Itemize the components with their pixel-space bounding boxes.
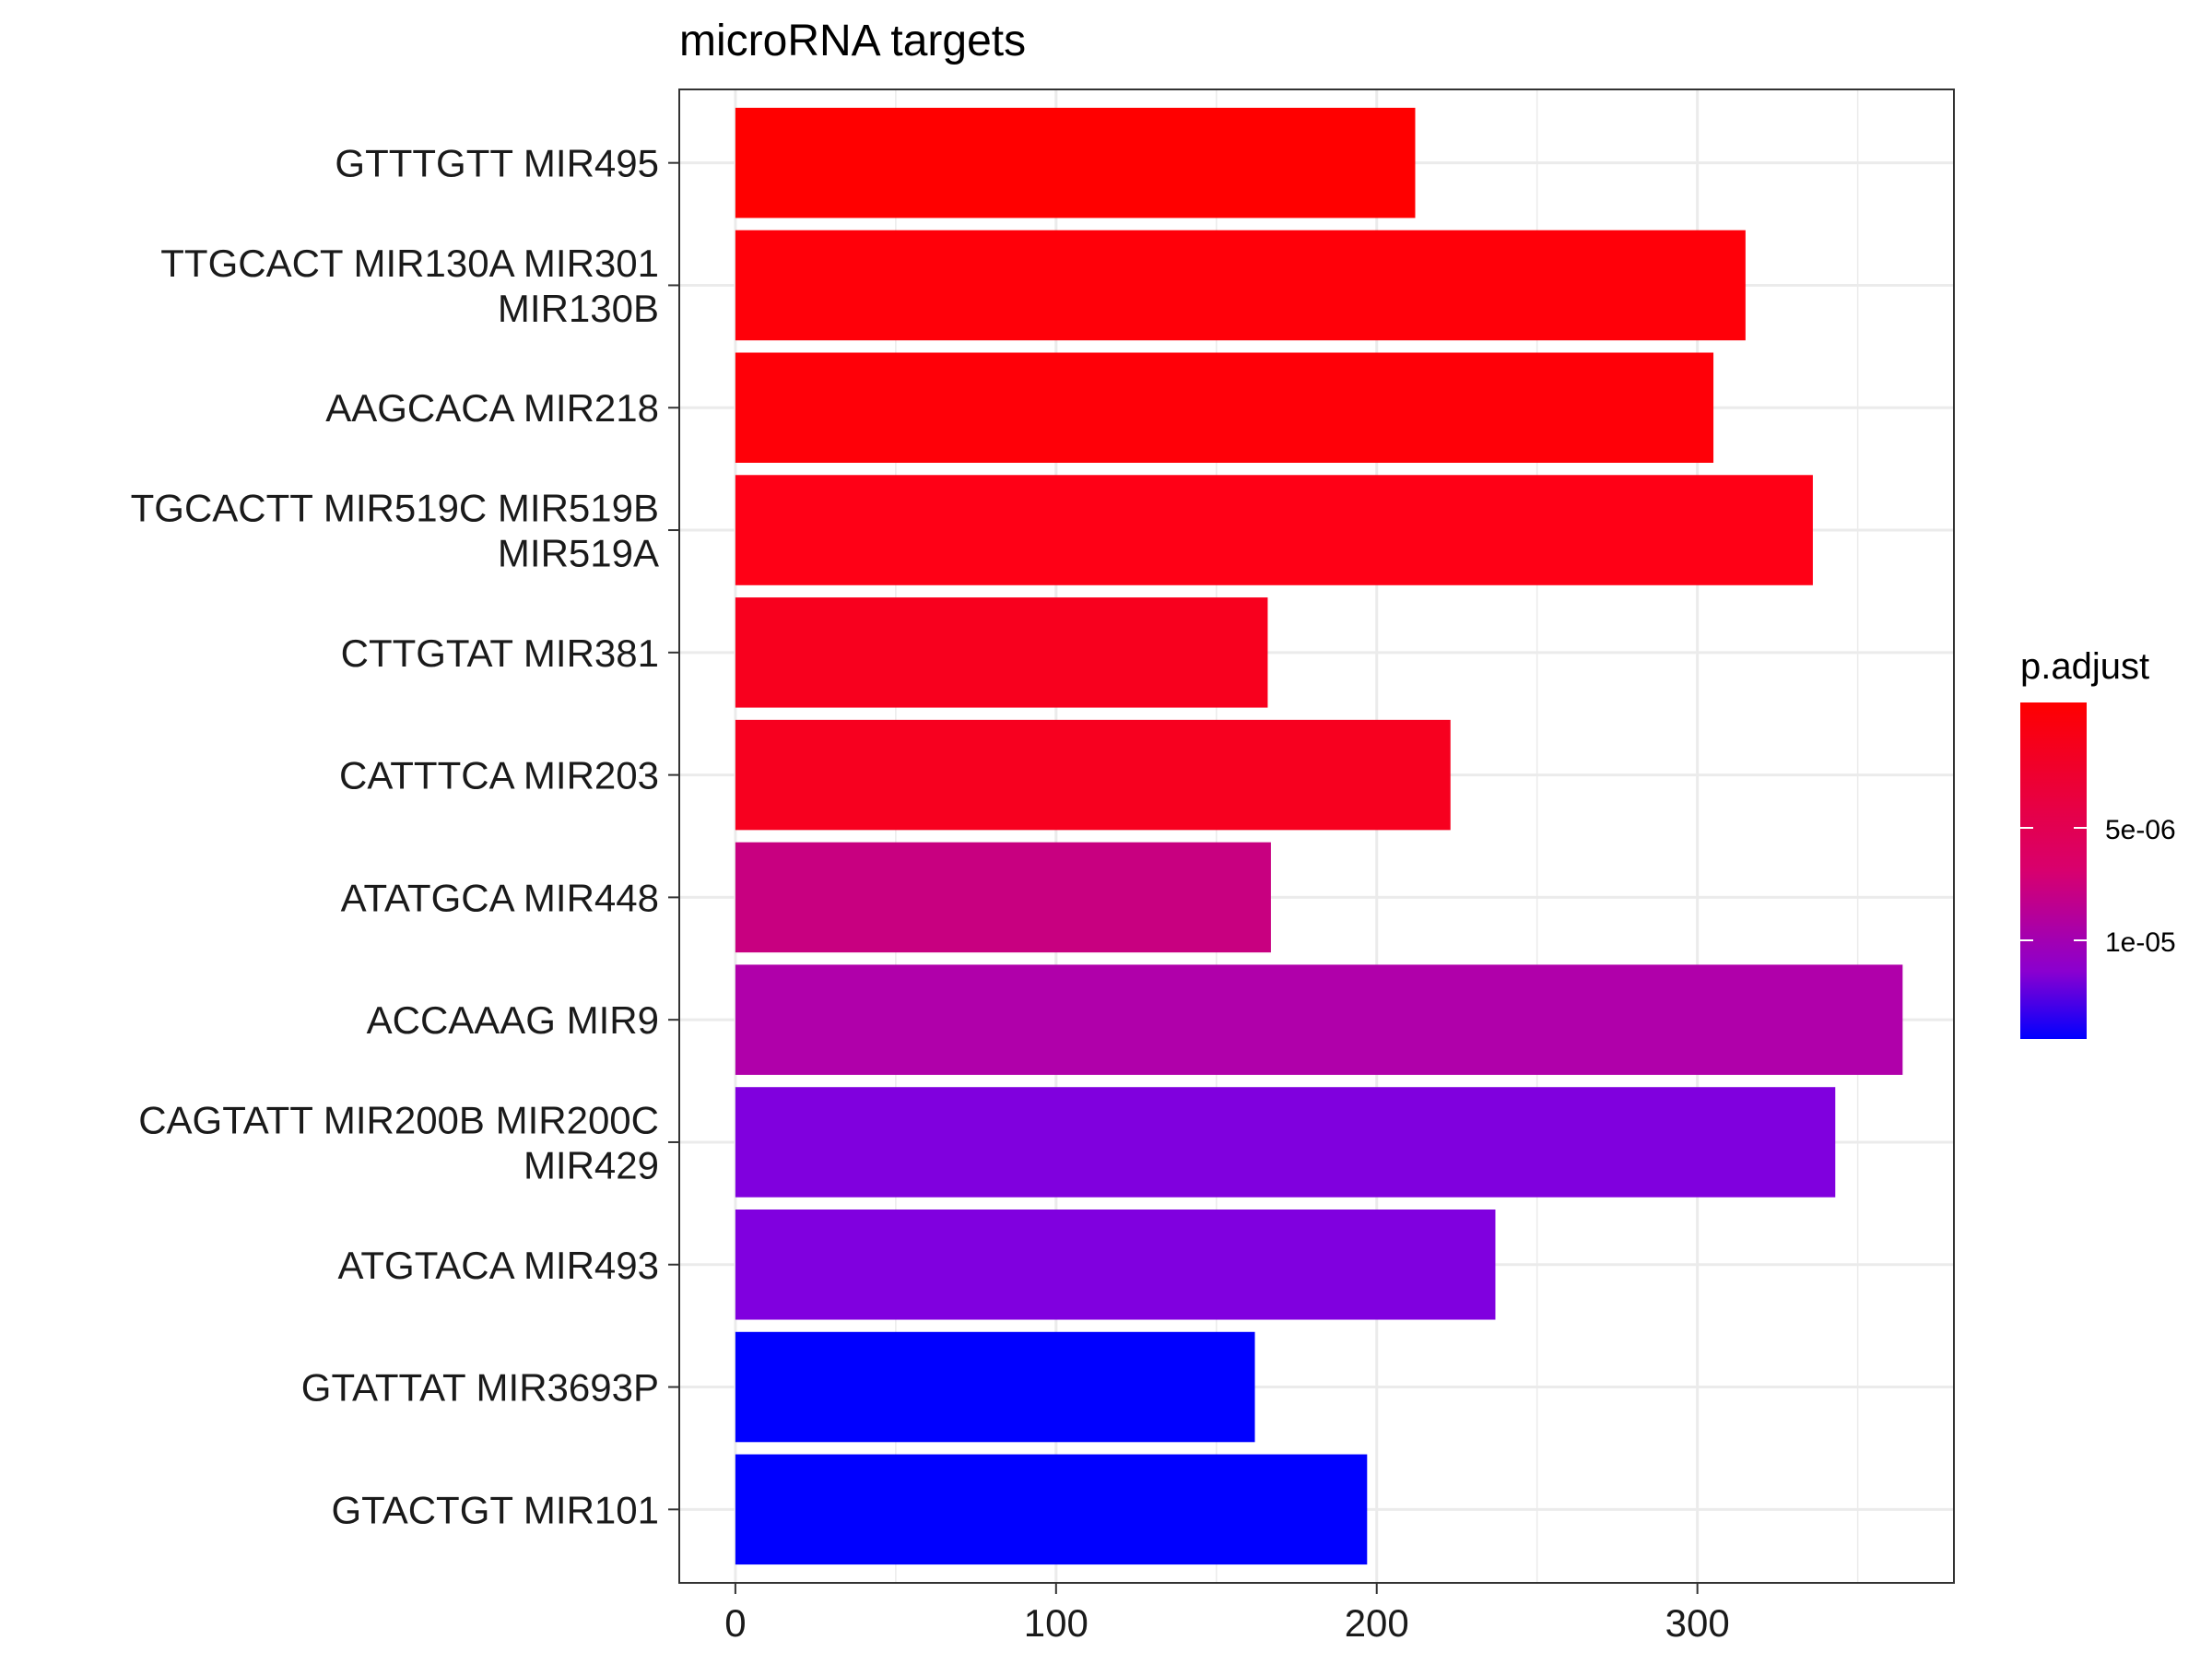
y-tick-label: MIR429	[524, 1143, 659, 1186]
y-tick-label: TTGCACT MIR130A MIR301	[160, 242, 659, 285]
x-tick-label: 0	[724, 1601, 746, 1645]
y-tick-label: ATATGCA MIR448	[341, 876, 659, 919]
y-tick-label: ATGTACA MIR493	[337, 1244, 659, 1287]
y-tick-label: CTTGTAT MIR381	[341, 631, 659, 675]
y-tick-label: GTTTGTT MIR495	[335, 142, 659, 185]
y-tick-label: AAGCACA MIR218	[325, 386, 659, 430]
x-tick-label: 200	[1345, 1601, 1409, 1645]
y-tick-label: ACCAAAG MIR9	[367, 998, 659, 1042]
bar	[735, 1087, 1836, 1198]
bar	[735, 107, 1416, 218]
bar	[735, 1454, 1368, 1565]
bar	[735, 475, 1813, 585]
x-axis: 0 100 200 300	[724, 1583, 1730, 1645]
legend-title: p.adjust	[2020, 646, 2149, 687]
legend-label: 1e-05	[2105, 927, 2176, 958]
bar	[735, 230, 1746, 341]
y-tick-label: GTATTAT MIR3693P	[301, 1366, 659, 1410]
y-tick-label: CAGTATT MIR200B MIR200C	[138, 1098, 659, 1141]
bar	[735, 719, 1451, 831]
y-tick-label: CATTTCA MIR203	[339, 754, 659, 797]
y-tick-label: GTACTGT MIR101	[331, 1488, 659, 1531]
bar	[735, 1331, 1255, 1443]
legend: p.adjust 5e-06 1e-05	[2020, 646, 2176, 1039]
bar	[735, 1210, 1496, 1320]
chart-title: microRNA targets	[679, 17, 1026, 65]
y-axis: GTTTGTT MIR495 TTGCACT MIR130A MIR301MIR1…	[131, 142, 679, 1531]
y-tick-label: TGCACTT MIR519C MIR519B	[131, 487, 659, 530]
x-tick-label: 100	[1024, 1601, 1088, 1645]
bar	[735, 597, 1268, 708]
y-tick-label: MIR519A	[498, 532, 659, 575]
legend-label: 5e-06	[2105, 815, 2176, 845]
y-tick-label: MIR130B	[498, 287, 659, 330]
plot-border	[678, 89, 1955, 1584]
bar	[735, 842, 1271, 953]
bar	[735, 352, 1714, 463]
bars	[735, 107, 1903, 1565]
x-tick-label: 300	[1665, 1601, 1730, 1645]
bar	[735, 964, 1903, 1075]
legend-colorbar	[2020, 702, 2087, 1039]
